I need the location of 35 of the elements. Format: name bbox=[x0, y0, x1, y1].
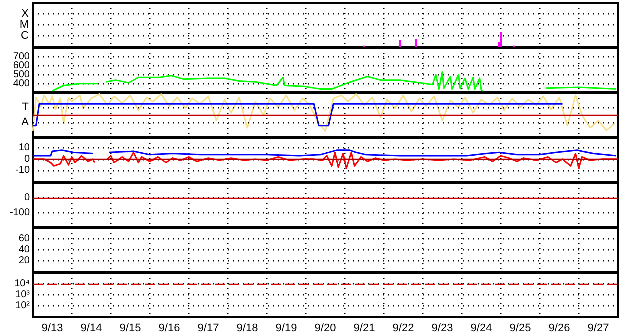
x-tick-label: 9/16 bbox=[158, 322, 180, 334]
x-tick-label: 9/13 bbox=[42, 322, 64, 334]
y-tick-label: 10 bbox=[18, 142, 30, 154]
x-tick-label: 9/14 bbox=[80, 322, 102, 334]
text: A bbox=[22, 116, 30, 128]
y-tick-label: 600 bbox=[13, 60, 30, 72]
x-tick-label: 9/21 bbox=[354, 322, 376, 334]
y-tick-label: 500 bbox=[13, 69, 30, 80]
y-tick-label: 10⁴ bbox=[14, 278, 30, 290]
y-tick-label: -10 bbox=[16, 165, 30, 176]
y-tick-label: 20 bbox=[18, 256, 30, 266]
x-tick-label: 9/22 bbox=[392, 322, 414, 334]
x-tick-label: 9/26 bbox=[548, 322, 570, 334]
y-tick-label: 60 bbox=[18, 234, 30, 244]
y-tick-label: 40 bbox=[18, 244, 30, 256]
x-tick-label: 9/15 bbox=[120, 322, 142, 334]
x-tick-label: 9/17 bbox=[198, 322, 220, 334]
y-tick-label: 10³ bbox=[16, 290, 31, 300]
x-tick-label: 9/23 bbox=[432, 322, 454, 334]
x-tick-label: 9/27 bbox=[588, 322, 610, 334]
y-tick-label: 700 bbox=[13, 51, 30, 62]
text: T bbox=[22, 102, 30, 114]
y-tick-label: 10² bbox=[16, 300, 31, 312]
x-tick-label: 9/19 bbox=[276, 322, 298, 334]
x-tick-label: 9/20 bbox=[314, 322, 336, 334]
text: C bbox=[21, 30, 30, 42]
y-tick-label: -100 bbox=[10, 207, 30, 218]
x-tick-label: 9/25 bbox=[510, 322, 532, 334]
y-tick-label: 400 bbox=[13, 78, 30, 90]
text: X bbox=[22, 8, 30, 20]
text: M bbox=[20, 19, 29, 31]
x-tick-label: 9/18 bbox=[236, 322, 258, 334]
y-tick-label: 0 bbox=[24, 192, 30, 204]
y-tick-label: 0 bbox=[24, 154, 30, 165]
x-tick-label: 9/24 bbox=[470, 322, 492, 334]
